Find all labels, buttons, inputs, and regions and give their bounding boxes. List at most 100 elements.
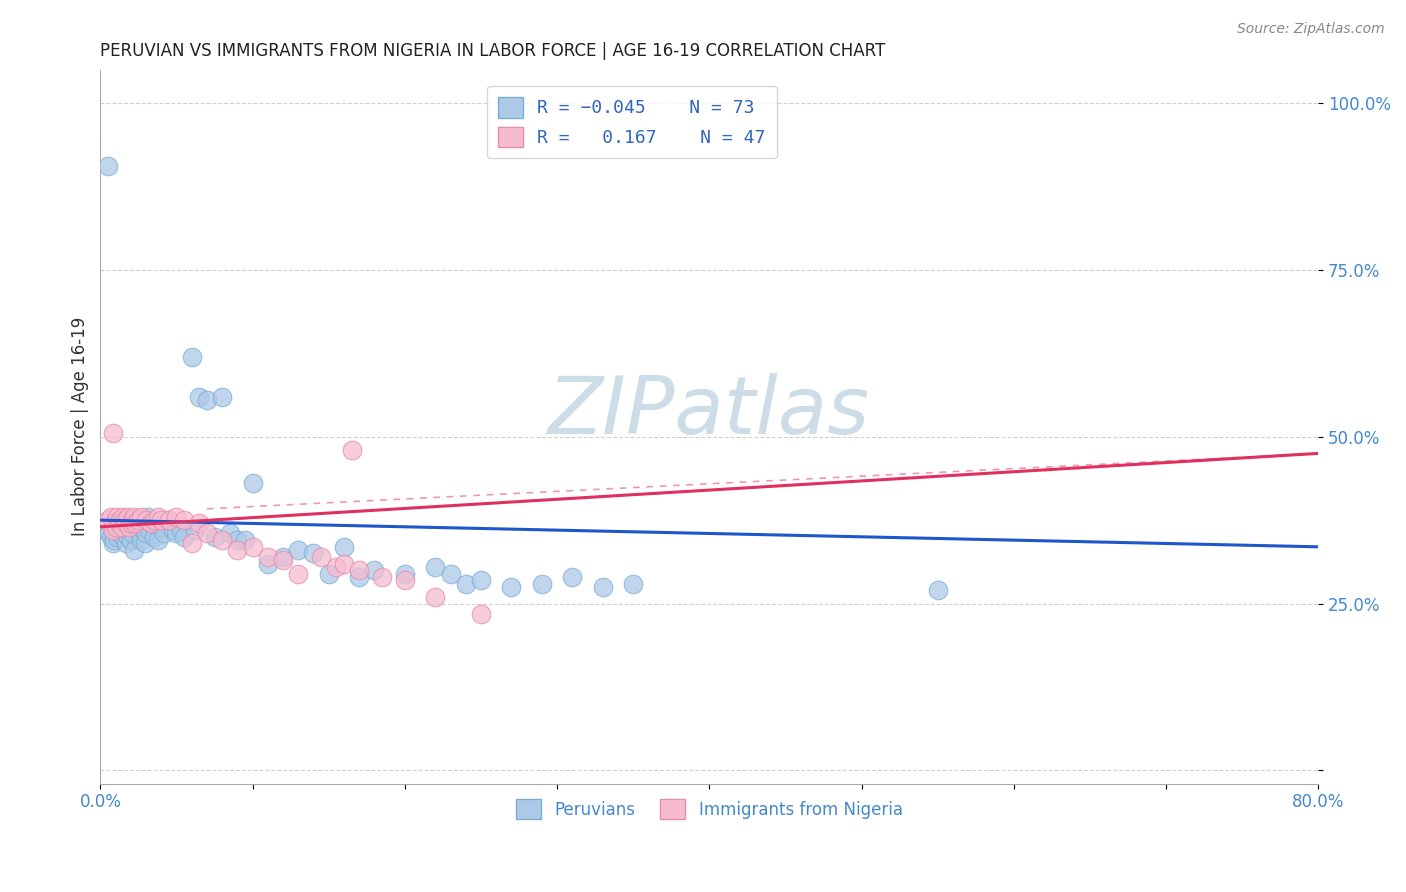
Point	[108, 513, 131, 527]
Point	[188, 516, 211, 531]
Point	[425, 559, 447, 574]
Point	[180, 350, 202, 364]
Point	[121, 526, 143, 541]
Point	[111, 520, 134, 534]
Point	[97, 523, 120, 537]
Point	[166, 526, 188, 541]
Point	[136, 509, 159, 524]
Point	[371, 570, 394, 584]
Point	[103, 533, 125, 548]
Point	[115, 536, 138, 550]
Point	[621, 576, 644, 591]
Point	[184, 523, 207, 537]
Point	[166, 509, 188, 524]
Point	[104, 520, 127, 534]
Point	[97, 513, 120, 527]
Point	[309, 549, 332, 564]
Point	[103, 516, 125, 531]
Point	[135, 513, 157, 527]
Point	[129, 526, 152, 541]
Point	[242, 540, 264, 554]
Point	[287, 543, 309, 558]
Point	[439, 566, 461, 581]
Point	[226, 533, 249, 548]
Point	[170, 523, 193, 537]
Point	[122, 543, 145, 558]
Point	[333, 557, 356, 571]
Point	[242, 476, 264, 491]
Point	[347, 563, 370, 577]
Point	[394, 566, 416, 581]
Point	[233, 533, 256, 548]
Point	[114, 523, 136, 537]
Point	[470, 607, 492, 621]
Point	[127, 513, 149, 527]
Point	[112, 516, 135, 531]
Point	[134, 536, 156, 550]
Point	[117, 530, 139, 544]
Y-axis label: In Labor Force | Age 16-19: In Labor Force | Age 16-19	[72, 317, 89, 536]
Text: PERUVIAN VS IMMIGRANTS FROM NIGERIA IN LABOR FORCE | AGE 16-19 CORRELATION CHART: PERUVIAN VS IMMIGRANTS FROM NIGERIA IN L…	[100, 42, 886, 60]
Point	[530, 576, 553, 591]
Point	[180, 536, 202, 550]
Point	[132, 523, 155, 537]
Point	[107, 516, 129, 531]
Legend: Peruvians, Immigrants from Nigeria: Peruvians, Immigrants from Nigeria	[509, 793, 910, 825]
Point	[188, 390, 211, 404]
Point	[100, 509, 122, 524]
Point	[122, 509, 145, 524]
Point	[139, 516, 162, 531]
Point	[139, 516, 162, 531]
Point	[120, 516, 142, 531]
Text: ZIPatlas: ZIPatlas	[548, 374, 870, 451]
Point	[112, 530, 135, 544]
Point	[117, 509, 139, 524]
Point	[101, 426, 124, 441]
Point	[363, 563, 385, 577]
Point	[561, 570, 583, 584]
Point	[107, 523, 129, 537]
Point	[131, 533, 153, 548]
Point	[211, 533, 233, 548]
Point	[218, 526, 240, 541]
Point	[108, 526, 131, 541]
Point	[125, 516, 148, 531]
Point	[148, 509, 170, 524]
Point	[195, 526, 218, 541]
Point	[347, 570, 370, 584]
Point	[124, 516, 146, 531]
Point	[302, 547, 325, 561]
Point	[101, 536, 124, 550]
Point	[425, 590, 447, 604]
Point	[470, 573, 492, 587]
Point	[142, 530, 165, 544]
Point	[592, 580, 614, 594]
Point	[271, 553, 294, 567]
Point	[150, 520, 173, 534]
Point	[118, 520, 141, 534]
Text: Source: ZipAtlas.com: Source: ZipAtlas.com	[1237, 22, 1385, 37]
Point	[195, 392, 218, 407]
Point	[157, 513, 180, 527]
Point	[108, 516, 131, 531]
Point	[117, 523, 139, 537]
Point	[148, 533, 170, 548]
Point	[121, 513, 143, 527]
Point	[135, 526, 157, 541]
Point	[120, 533, 142, 548]
Point	[333, 540, 356, 554]
Point	[97, 160, 120, 174]
Point	[131, 509, 153, 524]
Point	[142, 513, 165, 527]
Point	[98, 526, 121, 541]
Point	[111, 520, 134, 534]
Point	[204, 530, 226, 544]
Point	[340, 443, 363, 458]
Point	[114, 513, 136, 527]
Point	[256, 549, 278, 564]
Point	[100, 530, 122, 544]
Point	[256, 557, 278, 571]
Point	[112, 509, 135, 524]
Point	[394, 573, 416, 587]
Point	[104, 516, 127, 531]
